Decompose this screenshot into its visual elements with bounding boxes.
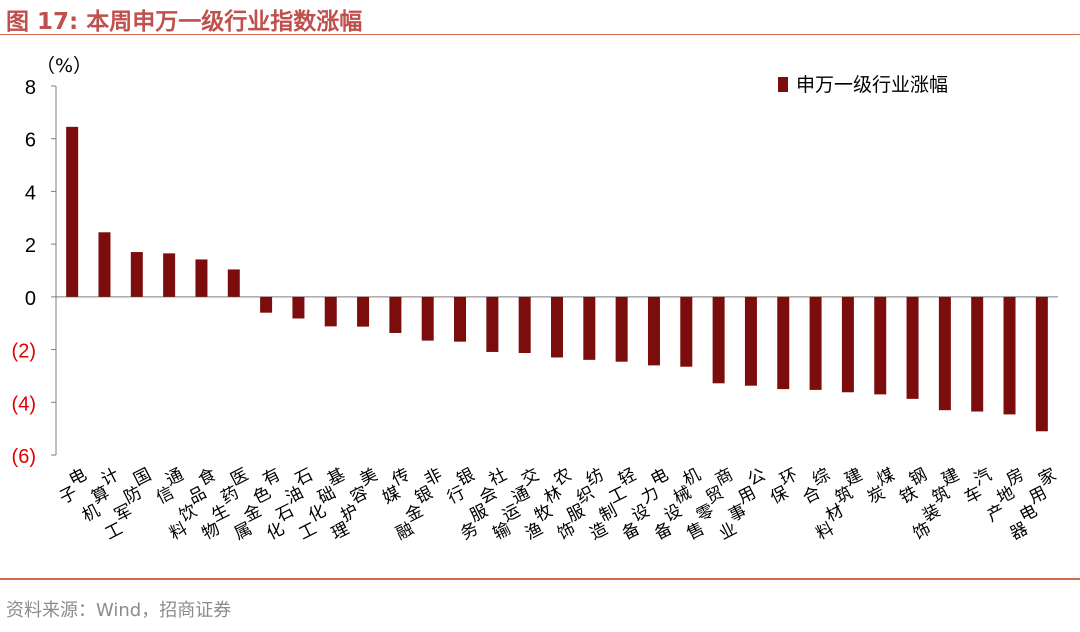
- x-tick-label: 通信: [153, 465, 187, 509]
- x-tick-label: 煤炭: [864, 465, 898, 509]
- bar-国防军工: [130, 252, 143, 297]
- bar-美容护理: [357, 296, 370, 327]
- bar-钢铁: [906, 296, 919, 399]
- bar-银行: [454, 296, 467, 342]
- bar-环保: [777, 296, 790, 390]
- bar-传媒: [389, 296, 402, 333]
- bar-汽车: [971, 296, 984, 412]
- x-tick-label: 环保: [767, 465, 801, 509]
- bar-轻工制造: [615, 296, 628, 362]
- bar-计算机: [98, 232, 111, 297]
- bar-通信: [163, 253, 176, 297]
- x-tick-label: 电子: [56, 465, 90, 509]
- y-tick-label: 6: [25, 130, 36, 152]
- bar-石油石化: [292, 296, 305, 319]
- bar-电子: [66, 126, 79, 297]
- bar-纺织服饰: [583, 296, 596, 360]
- y-tick-label: (4): [12, 393, 36, 415]
- bar-基础化工: [324, 296, 337, 327]
- footer-divider: [0, 578, 1080, 580]
- bar-公用事业: [744, 296, 757, 386]
- legend-label: 申万一级行业涨幅: [796, 74, 948, 96]
- bar-机械设备: [680, 296, 693, 367]
- y-tick-label: 2: [25, 235, 36, 257]
- title-divider: [0, 34, 1080, 35]
- chart-title: 图 17: 本周申万一级行业指数涨幅: [6, 9, 363, 35]
- bar-医药生物: [227, 269, 240, 297]
- source-note: 资料来源：Wind，招商证券: [6, 600, 232, 621]
- x-tick-label: 银行: [444, 465, 478, 509]
- bar-商贸零售: [712, 296, 725, 384]
- bar-社会服务: [486, 296, 499, 352]
- y-tick-label: 0: [25, 288, 36, 310]
- bar-综合: [809, 296, 822, 390]
- bar-有色金属: [260, 296, 273, 313]
- bar-建筑装饰: [938, 296, 951, 411]
- y-axis-unit-label: （%）: [36, 55, 92, 77]
- x-tick-label: 汽车: [961, 465, 995, 509]
- y-tick-label: (6): [12, 446, 36, 468]
- bar-家用电器: [1035, 296, 1048, 432]
- y-tick-label: 4: [25, 182, 36, 204]
- bar-电力设备: [647, 296, 660, 366]
- legend-swatch: [778, 77, 788, 92]
- bar-房地产: [1003, 296, 1016, 415]
- bar-煤炭: [874, 296, 887, 395]
- x-tick-label: 综合: [800, 465, 834, 509]
- bar-农林牧渔: [551, 296, 563, 358]
- x-tick-label: 传媒: [380, 465, 414, 509]
- x-tick-label: 钢铁: [897, 465, 931, 509]
- bar-建筑材料: [841, 296, 854, 393]
- y-tick-label: 8: [25, 77, 36, 99]
- bar-交通运输: [518, 296, 531, 353]
- bar-非银金融: [421, 296, 434, 341]
- bar-食品饮料: [195, 259, 208, 297]
- y-tick-label: (2): [12, 341, 36, 363]
